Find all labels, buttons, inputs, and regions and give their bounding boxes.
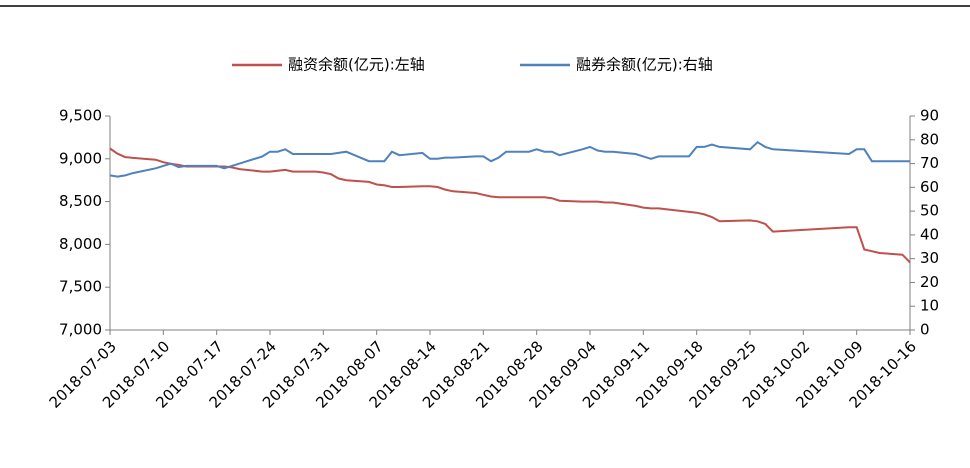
y-tick-label: 8,000 bbox=[59, 235, 102, 253]
y-tick-label: 7,000 bbox=[59, 321, 102, 339]
y-tick-label: 8,500 bbox=[59, 192, 102, 210]
y2-tick-label: 90 bbox=[920, 107, 939, 125]
y-tick-label: 7,500 bbox=[59, 278, 102, 296]
y2-tick-label: 30 bbox=[920, 249, 939, 267]
legend-label: 融券余额(亿元):右轴 bbox=[576, 56, 713, 74]
y-tick-label: 9,000 bbox=[59, 149, 102, 167]
y2-tick-label: 40 bbox=[920, 225, 939, 243]
y2-tick-label: 80 bbox=[920, 130, 939, 148]
y2-tick-label: 0 bbox=[920, 321, 930, 339]
y2-tick-label: 20 bbox=[920, 273, 939, 291]
legend-label: 融资余额(亿元):左轴 bbox=[288, 56, 425, 74]
y2-tick-label: 50 bbox=[920, 202, 939, 220]
y2-tick-label: 70 bbox=[920, 154, 939, 172]
series-line bbox=[109, 140, 910, 178]
y2-tick-label: 60 bbox=[920, 178, 939, 196]
y2-tick-label: 10 bbox=[920, 297, 939, 315]
y-tick-label: 9,500 bbox=[59, 107, 102, 125]
